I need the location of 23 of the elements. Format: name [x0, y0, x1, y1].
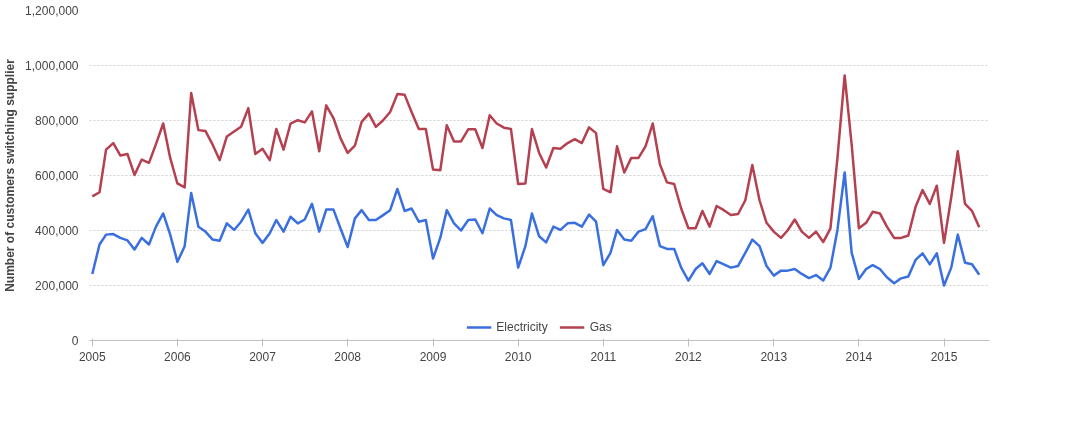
x-tick-label: 2005 [78, 349, 106, 364]
x-tick-label: 2013 [760, 349, 788, 364]
y-tick-label: 600,000 [35, 169, 79, 183]
line-series [91, 74, 981, 245]
x-tick-label: 2009 [419, 349, 447, 364]
x-tick-label: 2006 [164, 349, 192, 364]
y-tick-label: 400,000 [35, 224, 79, 238]
y-tick-label: 0 [71, 334, 79, 348]
legend-label: Electricity [496, 320, 548, 334]
y-tick-label: 1,000,000 [25, 59, 79, 73]
x-tick-label: 2011 [590, 349, 617, 364]
legend-label: Gas [589, 320, 612, 334]
x-tick-label: 2010 [504, 349, 532, 364]
x-tick-label: 2012 [675, 349, 703, 364]
x-tick-label: 2008 [334, 349, 362, 364]
y-axis-title: Number of customers switching supplier [3, 58, 18, 292]
y-tick-label: 800,000 [35, 114, 79, 128]
y-tick-label: 1,200,000 [25, 4, 79, 18]
x-tick-label: 2015 [930, 349, 958, 364]
y-tick-label: 200,000 [35, 279, 79, 293]
x-tick-label: 2014 [845, 349, 873, 364]
x-tick-label: 2007 [249, 349, 277, 364]
line-series [91, 171, 981, 287]
